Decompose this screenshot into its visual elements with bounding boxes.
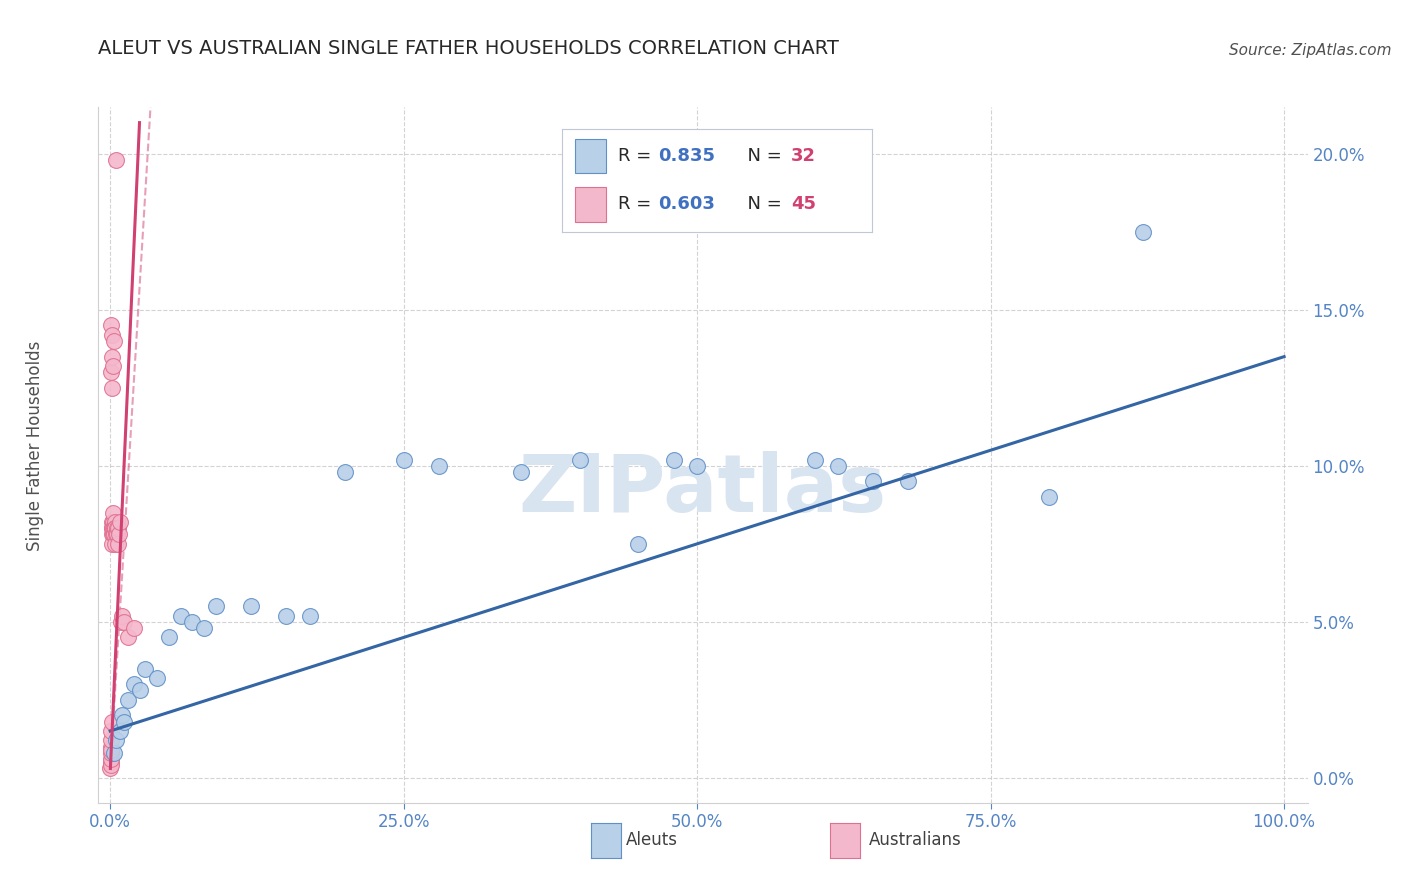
- Point: [568, 452, 591, 467]
- Point: [427, 458, 450, 473]
- Point: [103, 527, 125, 541]
- Point: [111, 708, 134, 723]
- Point: [333, 465, 356, 479]
- Point: [897, 475, 920, 489]
- Point: [101, 537, 124, 551]
- Point: [100, 733, 122, 747]
- Point: [169, 608, 191, 623]
- Text: 0.835: 0.835: [658, 147, 716, 165]
- Point: [110, 615, 132, 629]
- Point: [108, 515, 131, 529]
- Point: [100, 318, 122, 333]
- Point: [1038, 490, 1060, 504]
- Text: N =: N =: [735, 147, 787, 165]
- Point: [100, 381, 122, 395]
- Text: Aleuts: Aleuts: [626, 831, 678, 849]
- Text: R =: R =: [619, 147, 657, 165]
- Point: [100, 762, 122, 776]
- Point: [128, 683, 150, 698]
- Point: [662, 452, 685, 467]
- Point: [803, 452, 825, 467]
- Point: [117, 693, 139, 707]
- Point: [105, 527, 128, 541]
- Point: [100, 527, 122, 541]
- Text: R =: R =: [619, 195, 657, 213]
- Point: [827, 458, 849, 473]
- Point: [122, 621, 145, 635]
- Point: [101, 359, 124, 373]
- Point: [101, 521, 124, 535]
- Point: [104, 515, 127, 529]
- Point: [112, 714, 135, 729]
- Point: [100, 365, 122, 379]
- Point: [104, 521, 127, 535]
- FancyBboxPatch shape: [575, 186, 606, 221]
- Point: [111, 608, 134, 623]
- Text: 0.603: 0.603: [658, 195, 716, 213]
- Point: [134, 662, 156, 676]
- Point: [105, 521, 128, 535]
- Point: [103, 334, 125, 348]
- Point: [104, 521, 127, 535]
- Point: [101, 327, 124, 342]
- Point: [103, 506, 125, 520]
- Point: [112, 615, 135, 629]
- Text: Australians: Australians: [869, 831, 962, 849]
- Point: [100, 739, 122, 754]
- Point: [100, 752, 122, 766]
- Point: [862, 475, 884, 489]
- Text: Source: ZipAtlas.com: Source: ZipAtlas.com: [1229, 43, 1392, 58]
- Point: [101, 515, 124, 529]
- Point: [107, 537, 129, 551]
- Point: [122, 677, 145, 691]
- Point: [103, 746, 125, 760]
- Point: [117, 631, 139, 645]
- Text: ALEUT VS AUSTRALIAN SINGLE FATHER HOUSEHOLDS CORRELATION CHART: ALEUT VS AUSTRALIAN SINGLE FATHER HOUSEH…: [98, 39, 839, 58]
- Point: [100, 724, 122, 739]
- Point: [107, 521, 129, 535]
- Point: [181, 615, 204, 629]
- Point: [101, 521, 124, 535]
- Point: [103, 521, 125, 535]
- Point: [100, 714, 122, 729]
- Point: [100, 758, 122, 772]
- Point: [627, 537, 650, 551]
- Point: [101, 521, 124, 535]
- Point: [1132, 225, 1154, 239]
- Point: [100, 743, 122, 757]
- Point: [105, 733, 128, 747]
- FancyBboxPatch shape: [575, 138, 606, 173]
- Point: [146, 671, 169, 685]
- Point: [100, 746, 122, 760]
- Point: [193, 621, 215, 635]
- Point: [104, 537, 127, 551]
- Text: Single Father Households: Single Father Households: [27, 341, 44, 551]
- Text: 45: 45: [792, 195, 817, 213]
- Point: [108, 724, 131, 739]
- Point: [101, 527, 124, 541]
- Text: 32: 32: [792, 147, 817, 165]
- Point: [101, 350, 124, 364]
- Point: [100, 756, 122, 770]
- Point: [686, 458, 709, 473]
- Point: [105, 153, 128, 167]
- Point: [240, 599, 263, 614]
- Point: [108, 527, 131, 541]
- Point: [204, 599, 226, 614]
- Point: [392, 452, 415, 467]
- Point: [157, 631, 180, 645]
- Text: ZIPatlas: ZIPatlas: [519, 450, 887, 529]
- Text: N =: N =: [735, 195, 787, 213]
- Point: [104, 527, 127, 541]
- Point: [298, 608, 321, 623]
- Point: [101, 515, 124, 529]
- Point: [276, 608, 298, 623]
- Point: [510, 465, 533, 479]
